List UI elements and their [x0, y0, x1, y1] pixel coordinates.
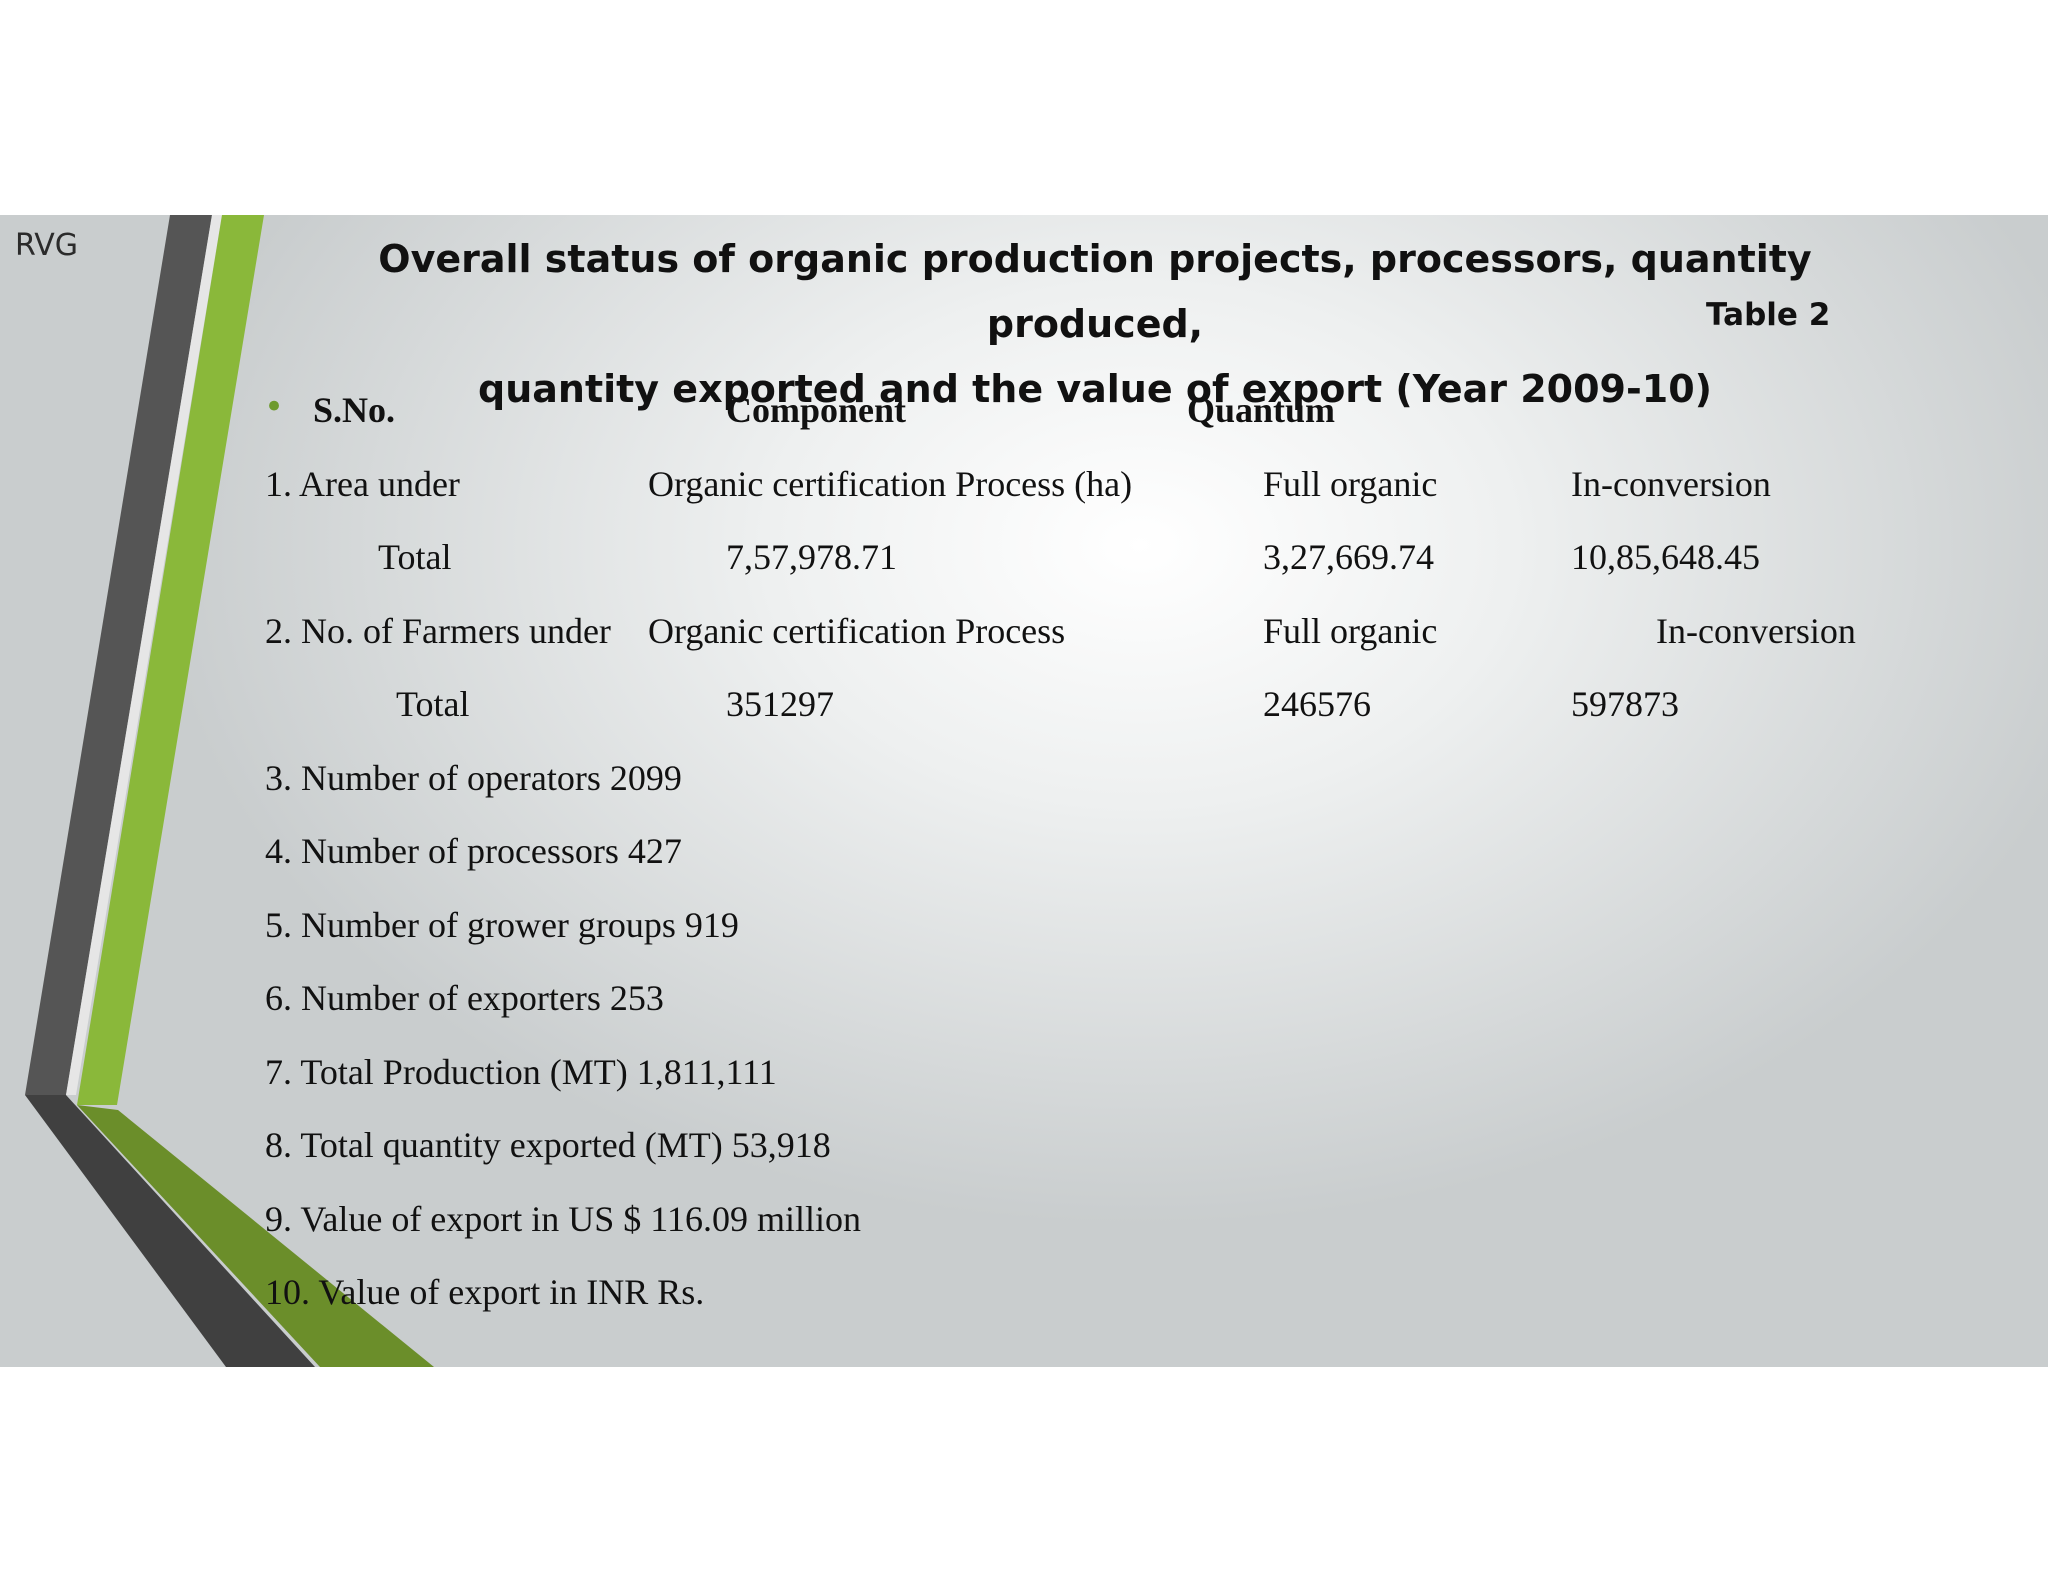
list-item: 3. Number of operators 2099	[265, 758, 682, 798]
list-item: 7. Total Production (MT) 1,811,111	[265, 1052, 777, 1092]
list-item: 9. Value of export in US $ 116.09 millio…	[265, 1199, 861, 1239]
row-full-organic: 3,27,669.74	[1263, 537, 1434, 577]
decorative-stripes	[25, 215, 434, 1367]
title-line-2: quantity exported and the value of expor…	[478, 367, 1712, 411]
slide: RVG Overall status of organic production…	[0, 215, 2048, 1367]
bullet-icon: •	[264, 387, 285, 427]
row-in-conversion: In-conversion	[1571, 464, 1771, 504]
row-label: 2. No. of Farmers under	[265, 611, 611, 651]
row-in-conversion: 597873	[1571, 684, 1679, 724]
row-full-organic: Full organic	[1263, 464, 1438, 504]
row-in-conversion: 10,85,648.45	[1571, 537, 1760, 577]
list-item: 4. Number of processors 427	[265, 831, 682, 871]
row-full-organic: 246576	[1263, 684, 1371, 724]
row-label: Total	[378, 537, 452, 577]
row-full-organic: Full organic	[1263, 611, 1438, 651]
row-in-conversion: In-conversion	[1656, 611, 1856, 651]
header-component: Component	[726, 390, 907, 430]
row-label: Total	[396, 684, 470, 724]
table-number-label: Table 2	[1706, 297, 1831, 333]
table-row: Total 351297 246576 597873	[0, 679, 2048, 729]
table-row: Total 7,57,978.71 3,27,669.74 10,85,648.…	[0, 532, 2048, 582]
table-header-row: • S.No. Component Quantum	[0, 385, 2048, 435]
table-row: 1. Area under Organic certification Proc…	[0, 459, 2048, 509]
list-item: 8. Total quantity exported (MT) 53,918	[265, 1125, 831, 1165]
table-row: 2. No. of Farmers under Organic certific…	[0, 606, 2048, 656]
page-title: Overall status of organic production pro…	[330, 227, 1860, 422]
row-component: Organic certification Process (ha)	[648, 464, 1133, 504]
list-item: 5. Number of grower groups 919	[265, 905, 739, 945]
list-item: 6. Number of exporters 253	[265, 978, 664, 1018]
title-line-1: Overall status of organic production pro…	[378, 237, 1812, 346]
author-label: RVG	[15, 228, 78, 263]
header-sno: S.No.	[313, 390, 396, 430]
row-label: 1. Area under	[265, 464, 460, 504]
header-quantum: Quantum	[1187, 390, 1336, 430]
list-item: 10. Value of export in INR Rs.	[265, 1272, 705, 1312]
row-component: Organic certification Process	[648, 611, 1066, 651]
row-component: 7,57,978.71	[726, 537, 897, 577]
row-component: 351297	[726, 684, 834, 724]
